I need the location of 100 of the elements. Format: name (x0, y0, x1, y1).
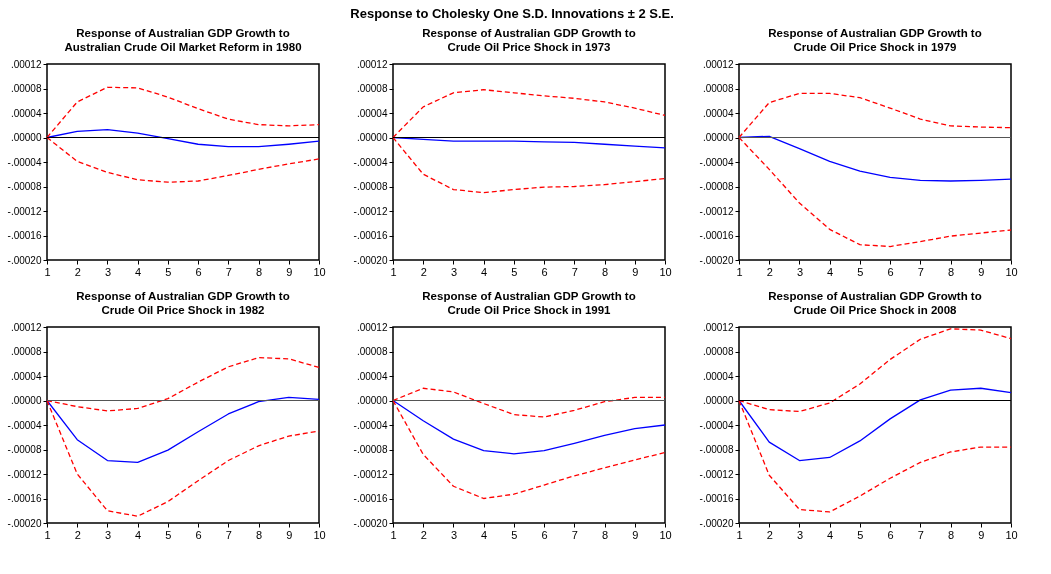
x-tick-label: 2 (420, 265, 427, 278)
x-tick-label: 3 (450, 265, 458, 278)
y-tick-label: -.00012 (353, 205, 388, 217)
x-tick-label: 3 (104, 528, 112, 541)
y-tick-label: -.00004 (699, 156, 734, 168)
chart-title: Response of Australian GDP Growth to Crude Oil Price Shock in 1991 (422, 290, 636, 316)
y-tick-label: .00008 (356, 346, 388, 357)
x-tick-label: 9 (632, 265, 639, 278)
x-tick-label: 7 (917, 265, 924, 278)
chart-title: Response of Australian GDP Growth to Crude Oil Price Shock in 1982 (76, 290, 290, 316)
y-tick-label: -.00020 (7, 517, 42, 529)
y-tick-label: -.00008 (7, 181, 42, 192)
chart-title: Response of Australian GDP Growth to Crude Oil Price Shock in 2008 (768, 290, 982, 316)
y-tick-label: .00008 (10, 83, 42, 94)
x-tick-label: 6 (541, 528, 548, 541)
x-tick-label: 8 (255, 528, 263, 541)
x-tick-label: 8 (255, 265, 263, 278)
y-tick-label: .00000 (10, 395, 42, 406)
x-tick-label: 3 (796, 528, 804, 541)
y-tick-label: .00004 (702, 107, 734, 119)
x-tick-label: 4 (827, 528, 834, 541)
y-tick-label: -.00020 (699, 517, 734, 529)
chart-title: Response of Australian GDP Growth to Crude Oil Price Shock in 1979 (768, 27, 982, 53)
y-tick-label: -.00008 (353, 181, 388, 192)
y-tick-label: .00012 (356, 58, 388, 70)
x-tick-label: 7 (571, 265, 578, 278)
x-tick-label: 6 (541, 265, 548, 278)
y-tick-label: .00004 (356, 370, 388, 382)
x-tick-label: 4 (827, 265, 834, 278)
x-tick-label: 10 (659, 528, 672, 541)
x-tick-label: 9 (978, 528, 985, 541)
x-tick-label: 3 (104, 265, 112, 278)
x-tick-label: 8 (947, 528, 955, 541)
y-tick-label: -.00016 (7, 230, 42, 241)
x-tick-label: 1 (44, 528, 51, 541)
x-tick-label: 5 (511, 528, 518, 541)
y-tick-label: .00008 (356, 83, 388, 94)
y-tick-label: -.00008 (699, 181, 734, 192)
chart-title: Response of Australian GDP Growth to Australian Crude Oil Market Reform in 1980 (64, 27, 302, 53)
y-tick-label: -.00020 (699, 254, 734, 266)
x-tick-label: 10 (1005, 265, 1018, 278)
chart-title: Response of Australian GDP Growth to Crude Oil Price Shock in 1973 (422, 27, 636, 53)
y-tick-label: .00008 (10, 346, 42, 357)
x-tick-label: 4 (481, 528, 488, 541)
x-tick-label: 6 (887, 528, 894, 541)
x-tick-label: 7 (917, 528, 924, 541)
x-tick-label: 4 (481, 265, 488, 278)
text: Response to Cholesky One S.D. Innovations ± 2 S.E. (350, 6, 674, 22)
y-tick-label: -.00012 (699, 468, 734, 480)
y-tick-label: -.00004 (353, 156, 388, 168)
x-tick-label: 2 (766, 528, 773, 541)
y-tick-label: .00004 (10, 107, 42, 119)
x-tick-label: 1 (390, 528, 397, 541)
y-tick-label: -.00008 (699, 444, 734, 455)
x-tick-label: 10 (313, 528, 326, 541)
x-tick-label: 10 (313, 265, 326, 278)
x-tick-label: 2 (420, 528, 427, 541)
x-tick-label: 2 (74, 528, 81, 541)
y-tick-label: -.00020 (7, 254, 42, 266)
x-tick-label: 9 (978, 265, 985, 278)
y-tick-label: -.00004 (699, 419, 734, 431)
x-tick-label: 1 (736, 528, 743, 541)
x-tick-label: 6 (195, 528, 202, 541)
y-tick-label: -.00008 (353, 444, 388, 455)
x-tick-label: 1 (736, 265, 743, 278)
x-tick-label: 2 (74, 265, 81, 278)
x-tick-label: 1 (44, 265, 51, 278)
y-tick-label: .00012 (702, 58, 734, 70)
x-tick-label: 5 (857, 265, 864, 278)
y-tick-label: -.00016 (353, 230, 388, 241)
y-tick-label: -.00016 (7, 493, 42, 504)
y-tick-label: .00008 (702, 346, 734, 357)
y-tick-label: .00012 (10, 321, 42, 333)
y-tick-label: -.00016 (699, 230, 734, 241)
x-tick-label: 5 (165, 265, 172, 278)
x-tick-label: 9 (632, 528, 639, 541)
x-tick-label: 10 (659, 265, 672, 278)
x-tick-label: 5 (165, 528, 172, 541)
y-tick-label: -.00016 (353, 493, 388, 504)
x-tick-label: 9 (286, 265, 293, 278)
y-tick-label: .00008 (702, 83, 734, 94)
x-tick-label: 8 (601, 265, 609, 278)
y-tick-label: .00012 (702, 321, 734, 333)
x-tick-label: 8 (601, 528, 609, 541)
y-tick-label: .00000 (356, 395, 388, 406)
x-tick-label: 3 (450, 528, 458, 541)
y-tick-label: -.00008 (7, 444, 42, 455)
y-tick-label: -.00020 (353, 254, 388, 266)
y-tick-label: -.00012 (699, 205, 734, 217)
y-tick-label: -.00012 (7, 205, 42, 217)
y-tick-label: .00004 (702, 370, 734, 382)
y-tick-label: -.00004 (353, 419, 388, 431)
x-tick-label: 10 (1005, 528, 1018, 541)
y-tick-label: .00012 (10, 58, 42, 70)
y-tick-label: -.00004 (7, 156, 42, 168)
y-tick-label: .00000 (702, 132, 734, 143)
y-tick-label: -.00016 (699, 493, 734, 504)
x-tick-label: 6 (195, 265, 202, 278)
y-tick-label: .00012 (356, 321, 388, 333)
x-tick-label: 6 (887, 265, 894, 278)
